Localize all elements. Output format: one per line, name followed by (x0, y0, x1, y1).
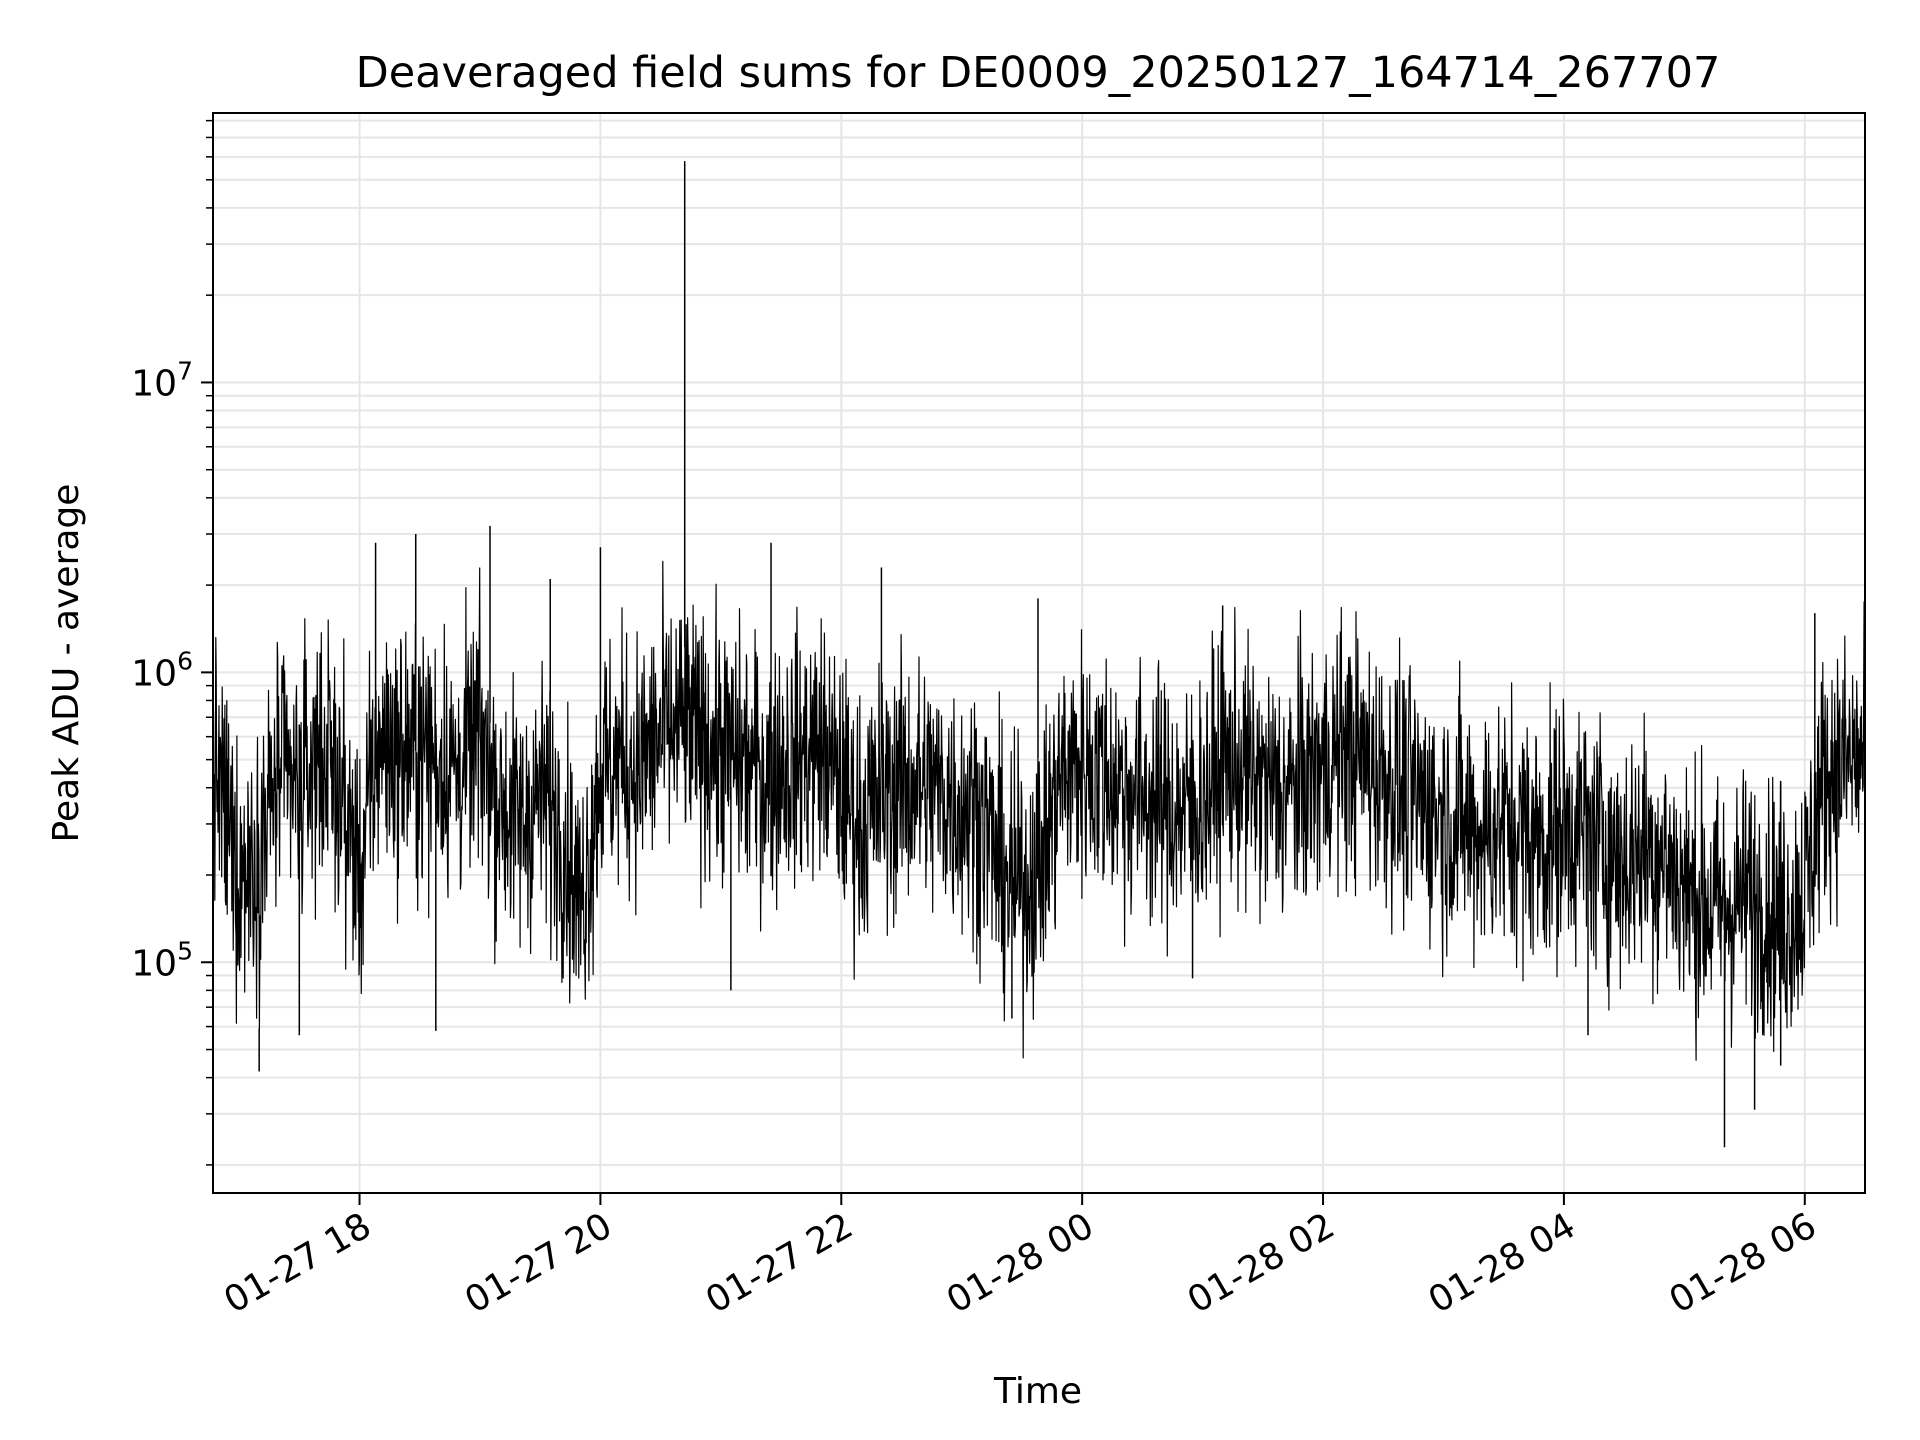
plot-frame (212, 112, 1866, 1194)
plot-area (212, 161, 1866, 1148)
y-tick-label: 107 (131, 356, 193, 404)
y-axis: 105 106 107 (131, 119, 213, 1166)
y-axis-label: Peak ADU - average (46, 484, 87, 843)
y-tick-label: 106 (131, 646, 193, 694)
series-line (212, 560, 1866, 1061)
spikes (258, 161, 1816, 1148)
y-tick-label: 105 (131, 936, 193, 984)
x-axis-label: Time (993, 1371, 1082, 1412)
chart-title: Deaveraged field sums for DE0009_2025012… (356, 48, 1721, 98)
